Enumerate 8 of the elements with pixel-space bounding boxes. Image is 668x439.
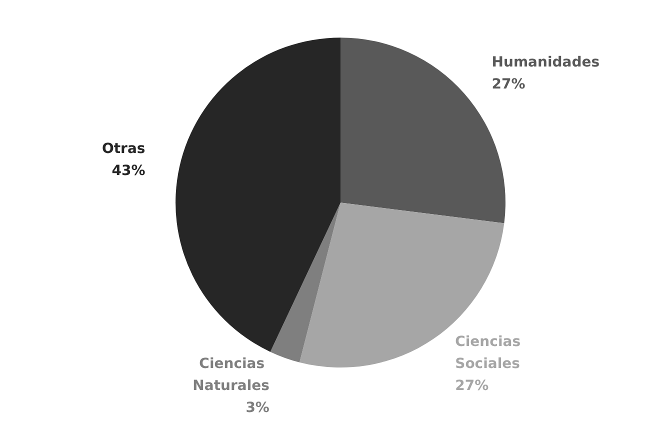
slice-label: Otras xyxy=(102,141,146,158)
slice-label: Ciencias Sociales xyxy=(455,334,526,372)
slice-label: Ciencias Naturales xyxy=(192,356,270,394)
data-label: 43% xyxy=(112,163,146,180)
data-label: 27% xyxy=(492,76,526,93)
slice-label: Humanidades xyxy=(492,54,600,71)
data-label: 3% xyxy=(246,400,270,416)
data-label: 27% xyxy=(455,378,489,394)
